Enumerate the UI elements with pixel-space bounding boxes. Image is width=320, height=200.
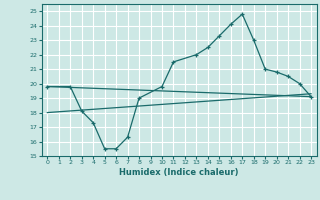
X-axis label: Humidex (Indice chaleur): Humidex (Indice chaleur): [119, 168, 239, 177]
